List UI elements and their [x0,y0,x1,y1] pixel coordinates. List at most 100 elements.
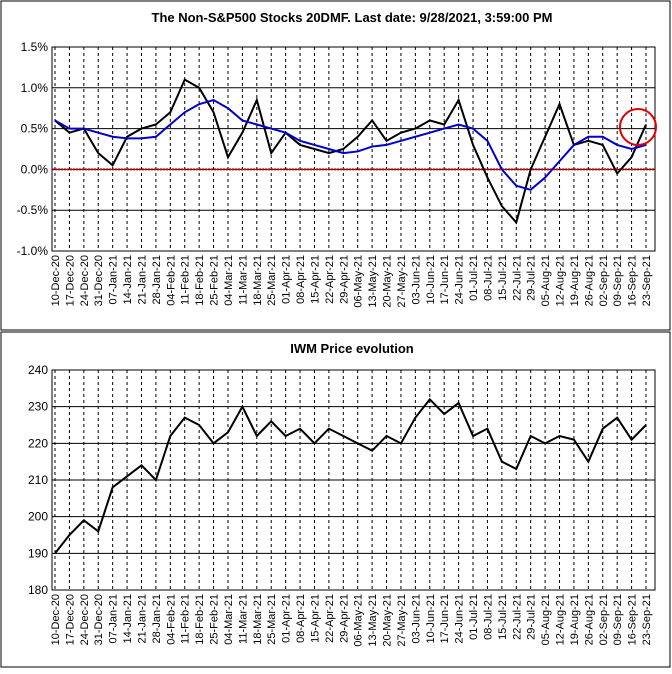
x-tick-label: 11-Mar-21 [237,594,249,644]
y-tick-label: -0.5% [17,203,49,217]
x-tick-label: 27-May-21 [396,255,408,308]
x-tick-label: 18-Feb-21 [194,594,206,645]
x-tick-label: 08-Jul-21 [482,255,494,301]
x-tick-label: 07-Jan-21 [108,594,120,644]
data-line [54,98,647,191]
x-tick-label: 27-May-21 [396,594,408,647]
x-tick-label: 04-Feb-21 [165,255,177,306]
x-tick-label: 31-Dec-20 [93,594,105,645]
y-tick-label: 220 [28,436,48,450]
chart-title: The Non-S&P500 Stocks 20DMF. Last date: … [152,10,553,25]
x-tick-label: 15-Apr-21 [309,255,321,304]
x-tick-label: 15-Jul-21 [497,594,509,640]
x-tick-label: 25-Feb-21 [209,594,221,645]
x-tick-label: 18-Mar-21 [252,594,264,645]
y-tick-label: 0.5% [21,122,49,136]
x-tick-label: 26-Aug-21 [583,594,595,645]
x-tick-label: 24-Jun-21 [454,255,466,305]
x-tick-label: 22-Apr-21 [324,594,336,643]
x-tick-label: 06-May-21 [353,255,365,308]
x-tick-label: 07-Jan-21 [108,255,120,305]
x-tick-label: 09-Sep-21 [612,255,624,306]
x-tick-label: 04-Mar-21 [223,255,235,306]
x-tick-label: 17-Dec-20 [64,255,76,306]
x-tick-label: 12-Aug-21 [555,594,567,645]
x-tick-label: 03-Jun-21 [410,594,422,644]
x-tick-label: 20-May-21 [382,594,394,647]
x-tick-label: 28-Jan-21 [151,255,163,305]
plot-area [51,46,656,252]
data-line [54,78,647,225]
x-tick-label: 18-Feb-21 [194,255,206,306]
x-tick-label: 13-May-21 [367,255,379,308]
y-tick-label: -1.0% [17,244,49,258]
x-tick-label: 01-Jul-21 [468,594,480,640]
chart-title: IWM Price evolution [290,341,414,356]
x-tick-label: 24-Dec-20 [79,255,91,306]
y-tick-label: 210 [28,473,48,487]
x-tick-label: 02-Sep-21 [598,255,610,306]
x-tick-label: 28-Jan-21 [151,594,163,644]
x-tick-label: 19-Aug-21 [569,255,581,306]
y-tick-label: 0.0% [21,162,49,176]
x-tick-label: 09-Sep-21 [612,594,624,645]
x-tick-label: 21-Jan-21 [136,594,148,644]
y-tick-label: 1.5% [21,40,49,54]
x-tick-label: 01-Apr-21 [281,255,293,304]
x-tick-label: 16-Sep-21 [627,255,639,306]
x-tick-label: 04-Mar-21 [223,594,235,645]
x-tick-label: 10-Dec-20 [50,255,62,306]
x-tick-label: 14-Jan-21 [122,594,134,644]
x-tick-label: 22-Apr-21 [324,255,336,304]
x-tick-label: 18-Mar-21 [252,255,264,306]
x-tick-label: 10-Jun-21 [425,255,437,305]
x-tick-label: 25-Mar-21 [266,594,278,645]
x-tick-label: 01-Apr-21 [281,594,293,643]
x-tick-label: 31-Dec-20 [93,255,105,306]
x-tick-label: 25-Mar-21 [266,255,278,306]
x-tick-label: 17-Jun-21 [439,255,451,305]
y-tick-label: 1.0% [21,81,49,95]
x-tick-label: 21-Jan-21 [136,255,148,305]
x-tick-label: 23-Sep-21 [641,255,653,306]
x-tick-label: 23-Sep-21 [641,594,653,645]
x-tick-label: 15-Jul-21 [497,255,509,301]
x-tick-label: 12-Aug-21 [555,255,567,306]
x-tick-label: 19-Aug-21 [569,594,581,645]
x-tick-label: 24-Jun-21 [454,594,466,644]
x-tick-label: 20-May-21 [382,255,394,308]
x-tick-label: 17-Jun-21 [439,594,451,644]
y-tick-label: 240 [28,363,48,377]
x-tick-label: 29-Apr-21 [338,255,350,304]
x-tick-label: 08-Jul-21 [482,594,494,640]
x-tick-label: 08-Apr-21 [295,255,307,304]
x-tick-label: 05-Aug-21 [540,594,552,645]
y-tick-label: 230 [28,400,48,414]
x-tick-label: 22-Jul-21 [511,594,523,640]
x-tick-label: 01-Jul-21 [468,255,480,301]
x-tick-label: 26-Aug-21 [583,255,595,306]
x-tick-label: 10-Dec-20 [50,594,62,645]
x-tick-label: 17-Dec-20 [64,594,76,645]
x-tick-label: 11-Feb-21 [180,255,192,305]
x-tick-label: 10-Jun-21 [425,594,437,644]
x-tick-label: 13-May-21 [367,594,379,647]
x-tick-label: 15-Apr-21 [309,594,321,643]
x-tick-label: 29-Jul-21 [526,594,538,640]
y-tick-label: 180 [28,583,48,597]
x-tick-label: 05-Aug-21 [540,255,552,306]
y-tick-label: 200 [28,510,48,524]
x-tick-label: 14-Jan-21 [122,255,134,305]
data-line [54,397,647,554]
highlight-circle [619,108,657,146]
x-tick-label: 25-Feb-21 [209,255,221,306]
x-tick-label: 29-Apr-21 [338,594,350,643]
x-tick-label: 03-Jun-21 [410,255,422,305]
y-tick-label: 190 [28,546,48,560]
x-tick-label: 11-Feb-21 [180,594,192,644]
x-tick-label: 06-May-21 [353,594,365,647]
x-tick-label: 29-Jul-21 [526,255,538,301]
x-tick-label: 24-Dec-20 [79,594,91,645]
x-tick-label: 04-Feb-21 [165,594,177,645]
x-tick-label: 11-Mar-21 [237,255,249,305]
